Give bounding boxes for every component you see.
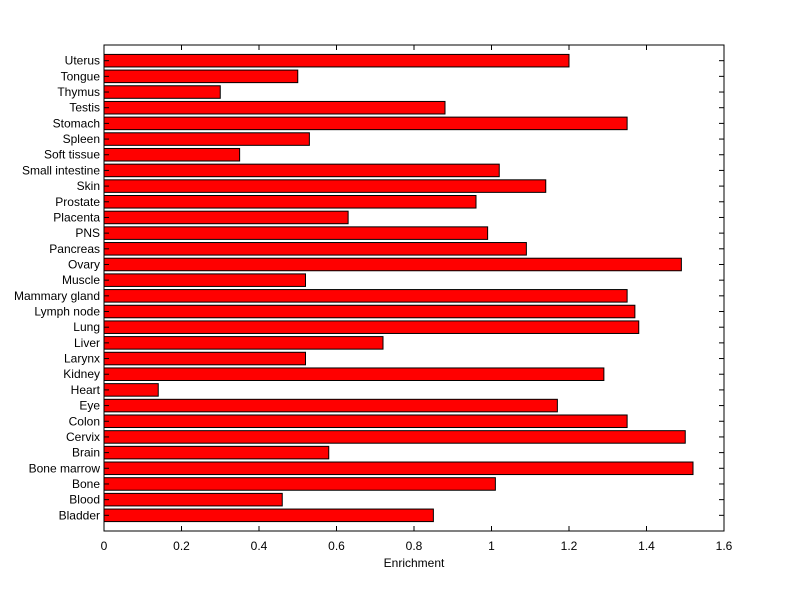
bar-bone: [103, 477, 496, 491]
x-tick-label: 1.2: [561, 539, 578, 553]
bar-brain: [103, 445, 330, 460]
y-tick-label: Bladder: [59, 508, 100, 522]
x-tick-label: 1.6: [716, 539, 733, 553]
y-tick-label: Tongue: [61, 69, 101, 83]
y-tick-label: Spleen: [63, 132, 100, 146]
y-tick-label: Small intestine: [22, 163, 100, 177]
y-tick-label: Ovary: [68, 257, 100, 271]
y-tick-label: Prostate: [55, 195, 100, 209]
bar-cervix: [103, 430, 686, 444]
bar-soft-tissue: [103, 147, 241, 162]
y-tick-label: Larynx: [64, 352, 100, 366]
x-tick-label: 0.8: [406, 539, 423, 553]
bar-stomach: [103, 116, 628, 131]
x-tick-label: 1.4: [638, 539, 655, 553]
y-tick-label: Testis: [69, 101, 100, 115]
bar-heart: [103, 383, 159, 397]
bar-bone-marrow: [103, 461, 694, 476]
bar-blood: [103, 492, 283, 507]
bar-spleen: [103, 132, 310, 146]
x-tick-label: 1: [488, 539, 495, 553]
bar-colon: [103, 414, 628, 429]
bar-mammary-gland: [103, 289, 628, 303]
bar-muscle: [103, 273, 306, 287]
x-tick-label: 0.6: [328, 539, 345, 553]
y-tick-label: Colon: [69, 414, 100, 428]
bar-pancreas: [103, 242, 527, 256]
y-tick-label: Bone: [72, 477, 100, 491]
y-tick-label: Lymph node: [34, 305, 100, 319]
bar-uterus: [103, 53, 570, 68]
y-tick-label: PNS: [75, 226, 100, 240]
bar-kidney: [103, 367, 605, 381]
y-tick-label: Eye: [79, 399, 100, 413]
bar-ovary: [103, 257, 682, 272]
bar-thymus: [103, 85, 221, 99]
y-tick-label: Uterus: [65, 54, 100, 68]
y-tick-label: Brain: [72, 446, 100, 460]
bar-bladder: [103, 508, 434, 523]
y-tick-label: Kidney: [63, 367, 100, 381]
y-tick-label: Blood: [69, 493, 100, 507]
x-tick-label: 0: [101, 539, 108, 553]
y-tick-label: Thymus: [57, 85, 100, 99]
x-ticks-group: 0 0.2 0.4 0.6 0.8 1 1.2 1.4 1.6: [101, 45, 733, 553]
y-tick-label: Mammary gland: [14, 289, 100, 303]
y-tick-label: Skin: [77, 179, 100, 193]
x-tick-label: 0.4: [251, 539, 268, 553]
y-tick-label: Lung: [73, 320, 100, 334]
y-tick-label: Pancreas: [49, 242, 100, 256]
x-axis-title: Enrichment: [384, 556, 445, 570]
bar-placenta: [103, 210, 349, 225]
bar-small-intestine: [103, 163, 500, 178]
y-tick-label: Cervix: [66, 430, 100, 444]
y-tick-label: Liver: [74, 336, 100, 350]
plot-frame: [103, 44, 725, 532]
bar-tongue: [103, 69, 299, 84]
y-tick-label: Soft tissue: [44, 148, 100, 162]
bar-larynx: [103, 351, 306, 366]
y-tick-label: Muscle: [62, 273, 100, 287]
bar-liver: [103, 336, 384, 350]
y-tick-label: Bone marrow: [29, 461, 101, 475]
bar-lymph-node: [103, 304, 636, 319]
bar-skin: [103, 179, 547, 193]
bar-eye: [103, 398, 558, 413]
bar-lung: [103, 320, 640, 334]
x-tick-label: 0.2: [173, 539, 190, 553]
bar-prostate: [103, 195, 477, 209]
bar-testis: [103, 100, 446, 115]
y-tick-label: Placenta: [53, 210, 100, 224]
y-tick-label: Stomach: [53, 116, 100, 130]
y-tick-label: Heart: [71, 383, 101, 397]
bar-pns: [103, 226, 489, 240]
